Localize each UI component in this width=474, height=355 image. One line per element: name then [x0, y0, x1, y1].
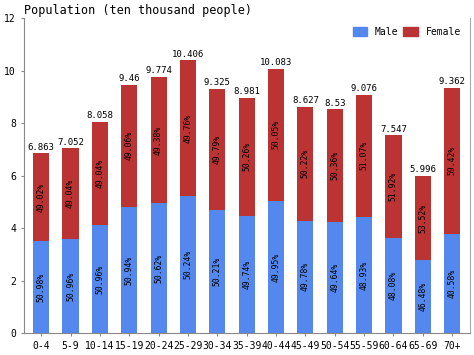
Text: 10.406: 10.406	[172, 50, 204, 59]
Text: 40.58%: 40.58%	[448, 269, 457, 298]
Text: 51.07%: 51.07%	[360, 141, 369, 170]
Bar	[444, 88, 460, 234]
Text: 50.24%: 50.24%	[183, 250, 192, 279]
Bar	[121, 85, 137, 207]
Text: 51.92%: 51.92%	[389, 172, 398, 201]
Text: 49.95%: 49.95%	[272, 252, 281, 282]
Text: 50.26%: 50.26%	[242, 142, 251, 171]
Text: 50.62%: 50.62%	[154, 254, 163, 283]
Text: 10.083: 10.083	[260, 58, 292, 67]
Text: 49.76%: 49.76%	[183, 114, 192, 143]
Bar	[121, 207, 137, 333]
Bar	[327, 222, 343, 333]
Text: 50.94%: 50.94%	[125, 255, 134, 285]
Text: 59.42%: 59.42%	[448, 146, 457, 175]
Bar	[415, 176, 431, 260]
Text: 7.052: 7.052	[57, 138, 84, 147]
Text: 8.627: 8.627	[292, 96, 319, 105]
Bar	[297, 220, 313, 333]
Bar	[268, 201, 284, 333]
Bar	[297, 107, 313, 220]
Text: 49.04%: 49.04%	[66, 179, 75, 208]
Bar	[151, 203, 167, 333]
Text: 49.38%: 49.38%	[154, 125, 163, 155]
Text: 49.78%: 49.78%	[301, 262, 310, 291]
Text: 49.02%: 49.02%	[36, 182, 46, 212]
Bar	[63, 239, 79, 333]
Bar	[209, 211, 226, 333]
Bar	[33, 241, 49, 333]
Text: 48.08%: 48.08%	[389, 271, 398, 300]
Legend: Male, Female: Male, Female	[349, 23, 465, 41]
Bar	[385, 238, 401, 333]
Bar	[33, 153, 49, 241]
Bar	[385, 135, 401, 238]
Bar	[356, 95, 372, 217]
Text: 9.46: 9.46	[118, 75, 140, 83]
Text: 49.04%: 49.04%	[95, 159, 104, 188]
Text: 7.547: 7.547	[380, 125, 407, 133]
Text: 9.325: 9.325	[204, 78, 231, 87]
Bar	[151, 77, 167, 203]
Text: 50.98%: 50.98%	[36, 273, 46, 302]
Text: 8.981: 8.981	[233, 87, 260, 96]
Bar	[238, 98, 255, 216]
Bar	[92, 225, 108, 333]
Text: 9.362: 9.362	[439, 77, 465, 86]
Text: 50.05%: 50.05%	[272, 120, 281, 149]
Text: Population (ten thousand people): Population (ten thousand people)	[24, 4, 252, 17]
Text: 50.36%: 50.36%	[330, 151, 339, 180]
Bar	[268, 69, 284, 201]
Text: 8.53: 8.53	[324, 99, 346, 108]
Bar	[92, 122, 108, 225]
Text: 50.96%: 50.96%	[66, 272, 75, 301]
Text: 50.21%: 50.21%	[213, 257, 222, 286]
Bar	[444, 234, 460, 333]
Text: 49.79%: 49.79%	[213, 135, 222, 164]
Text: 5.996: 5.996	[410, 165, 436, 174]
Bar	[209, 88, 226, 211]
Text: 49.74%: 49.74%	[242, 260, 251, 289]
Text: 46.48%: 46.48%	[419, 282, 428, 311]
Text: 9.774: 9.774	[145, 66, 172, 75]
Text: 49.06%: 49.06%	[125, 131, 134, 160]
Bar	[63, 148, 79, 239]
Text: 49.64%: 49.64%	[330, 263, 339, 292]
Bar	[356, 217, 372, 333]
Text: 50.96%: 50.96%	[95, 265, 104, 294]
Bar	[238, 216, 255, 333]
Bar	[327, 109, 343, 222]
Text: 8.058: 8.058	[86, 111, 113, 120]
Bar	[180, 196, 196, 333]
Bar	[180, 60, 196, 196]
Text: 50.22%: 50.22%	[301, 149, 310, 178]
Text: 6.863: 6.863	[28, 143, 55, 152]
Bar	[415, 260, 431, 333]
Text: 53.52%: 53.52%	[419, 203, 428, 233]
Text: 9.076: 9.076	[351, 84, 378, 93]
Text: 48.93%: 48.93%	[360, 260, 369, 290]
